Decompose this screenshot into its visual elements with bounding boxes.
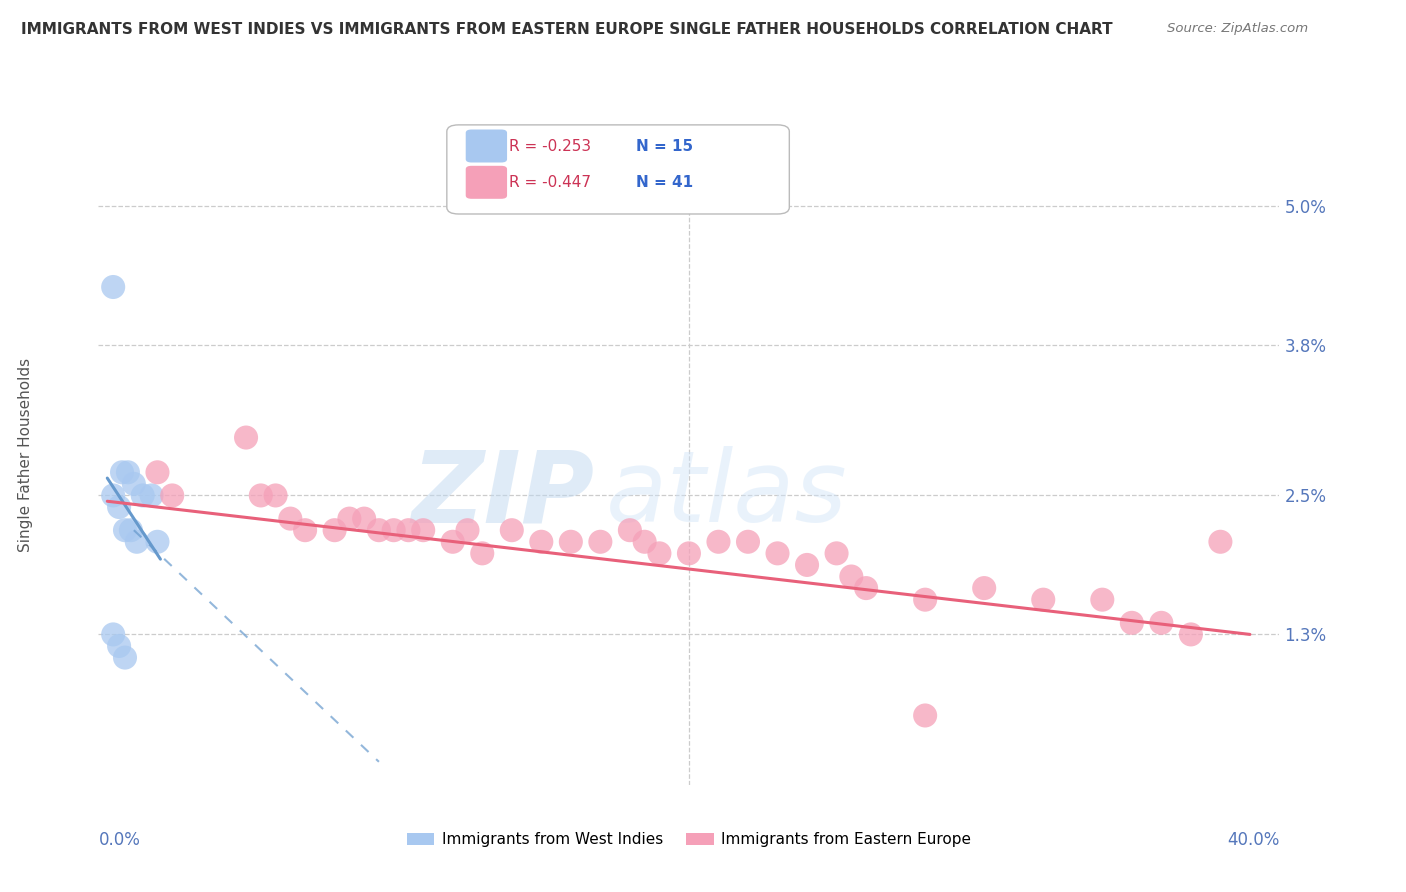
Point	[766, 546, 789, 560]
Point	[398, 523, 420, 537]
FancyBboxPatch shape	[465, 166, 508, 199]
Point	[114, 523, 136, 537]
Point	[560, 534, 582, 549]
Point	[111, 465, 134, 479]
Point	[117, 465, 139, 479]
Point	[619, 523, 641, 537]
Point	[914, 592, 936, 607]
Point	[103, 280, 125, 294]
Point	[501, 523, 523, 537]
Text: R = -0.253: R = -0.253	[509, 138, 592, 153]
Point	[737, 534, 759, 549]
Text: IMMIGRANTS FROM WEST INDIES VS IMMIGRANTS FROM EASTERN EUROPE SINGLE FATHER HOUS: IMMIGRANTS FROM WEST INDIES VS IMMIGRANT…	[21, 22, 1112, 37]
Point	[368, 523, 391, 537]
Point	[339, 511, 361, 525]
Text: 0.0%: 0.0%	[98, 831, 141, 849]
Point	[457, 523, 479, 537]
Point	[412, 523, 434, 537]
FancyBboxPatch shape	[465, 129, 508, 162]
Text: Source: ZipAtlas.com: Source: ZipAtlas.com	[1167, 22, 1308, 36]
Point	[796, 558, 818, 572]
Point	[914, 708, 936, 723]
Point	[280, 511, 302, 525]
Point	[125, 534, 148, 549]
Text: ZIP: ZIP	[412, 446, 595, 543]
Point	[264, 488, 287, 502]
Point	[648, 546, 671, 560]
Point	[1150, 615, 1173, 630]
Text: Single Father Households: Single Father Households	[18, 358, 34, 552]
Point	[1121, 615, 1143, 630]
Point	[530, 534, 553, 549]
Point	[141, 488, 163, 502]
Point	[250, 488, 273, 502]
Text: atlas: atlas	[606, 446, 848, 543]
Point	[1180, 627, 1202, 641]
Point	[855, 581, 877, 595]
FancyBboxPatch shape	[447, 125, 789, 214]
Legend: Immigrants from West Indies, Immigrants from Eastern Europe: Immigrants from West Indies, Immigrants …	[401, 826, 977, 854]
Point	[162, 488, 183, 502]
Point	[471, 546, 494, 560]
Point	[323, 523, 346, 537]
Point	[103, 627, 125, 641]
Point	[678, 546, 700, 560]
Point	[382, 523, 405, 537]
Point	[707, 534, 730, 549]
Point	[1032, 592, 1054, 607]
Point	[108, 639, 131, 653]
Text: R = -0.447: R = -0.447	[509, 175, 592, 190]
Point	[353, 511, 375, 525]
Text: N = 41: N = 41	[636, 175, 693, 190]
Point	[235, 431, 257, 445]
Point	[841, 569, 863, 583]
Text: N = 15: N = 15	[636, 138, 693, 153]
Point	[825, 546, 848, 560]
Point	[120, 523, 142, 537]
Point	[114, 650, 136, 665]
Point	[132, 488, 155, 502]
Point	[103, 488, 125, 502]
Point	[1209, 534, 1232, 549]
Point	[589, 534, 612, 549]
Point	[1091, 592, 1114, 607]
Point	[634, 534, 657, 549]
Point	[108, 500, 131, 514]
Point	[146, 534, 169, 549]
Point	[146, 465, 169, 479]
Point	[973, 581, 995, 595]
Point	[294, 523, 316, 537]
Text: 40.0%: 40.0%	[1227, 831, 1279, 849]
Point	[441, 534, 464, 549]
Point	[122, 476, 145, 491]
